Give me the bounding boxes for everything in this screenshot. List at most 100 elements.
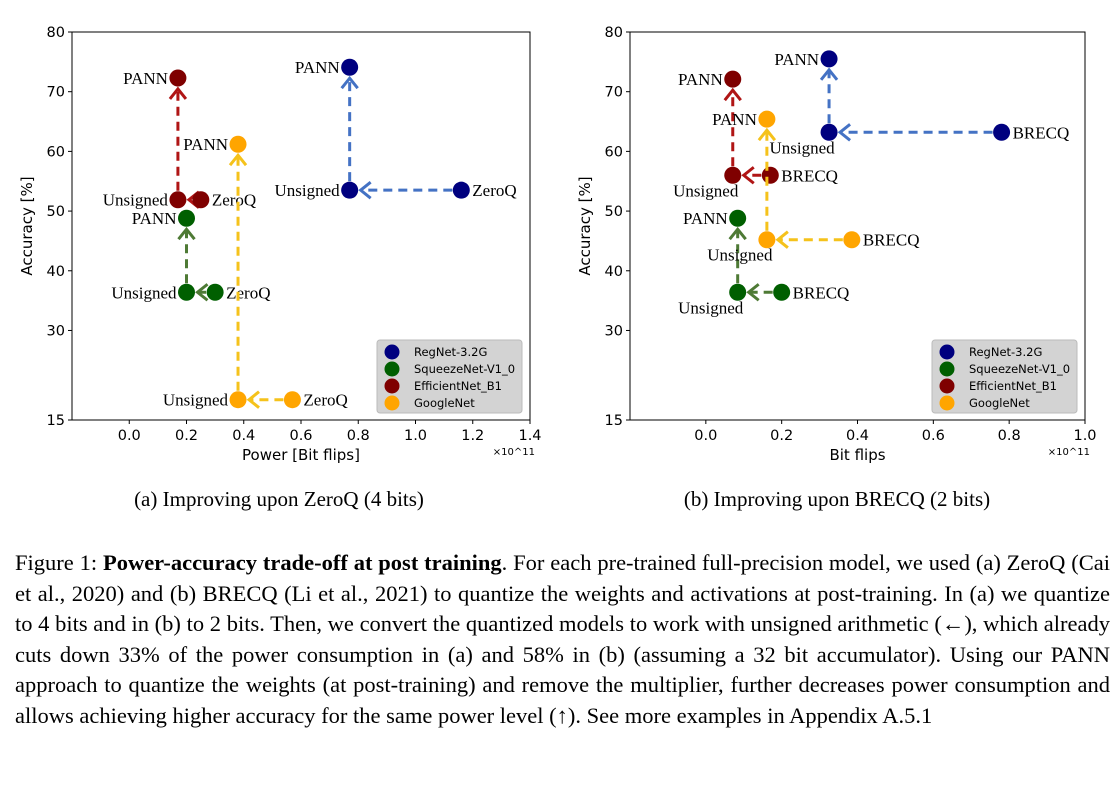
legend-entry: RegNet-3.2G [969, 345, 1042, 359]
point-unsigned [820, 123, 838, 141]
caption-text: . For each pre-trained full-precision mo… [15, 550, 1110, 728]
series-RegNet-3.2G: BRECQ Unsigned PANN [769, 50, 1069, 157]
arrowhead [195, 283, 209, 302]
x-tick-label: 0.8 [347, 428, 370, 444]
series-EfficientNet_B1: ZeroQ Unsigned PANN [103, 69, 256, 210]
point-zeroq [452, 181, 470, 199]
point-label: PANN [683, 209, 728, 228]
legend-marker [384, 395, 400, 411]
y-tick-label: 15 [605, 413, 623, 429]
legend-marker [939, 344, 955, 360]
legend: RegNet-3.2G SqueezeNet-V1_0 EfficientNet_B… [376, 339, 523, 414]
y-tick-label: 40 [47, 264, 65, 280]
legend-entry: GoogleNet [969, 396, 1030, 410]
y-tick-label: 30 [605, 323, 623, 339]
point-label: Unsigned [707, 246, 773, 265]
point-unsigned [178, 283, 195, 301]
point-label: Unsigned [111, 283, 177, 302]
chart-b: 0.0 0.2 0.4 0.6 0.8 1.0 15 30 40 50 60 70 80 Bit flip… [576, 25, 1097, 511]
caption-bold: Power-accuracy trade-off at post trainin… [102, 550, 502, 575]
point-unsigned [724, 166, 742, 184]
point-label: Unsigned [163, 391, 229, 410]
y-tick-label: 40 [605, 264, 623, 280]
x-tick-label: 0.0 [118, 428, 141, 444]
point-zeroq [192, 191, 210, 209]
point-brecq [843, 231, 861, 249]
series-GoogleNet: BRECQ Unsigned PANN [707, 110, 919, 265]
point-pann [724, 70, 742, 88]
point-label: ZeroQ [212, 191, 256, 210]
y-tick-label: 70 [47, 85, 65, 101]
point-pann [758, 110, 776, 128]
series-SqueezeNet-V1_0: ZeroQ Unsigned PANN [111, 209, 270, 302]
point-pann [729, 209, 747, 227]
legend-marker [939, 378, 955, 394]
y-axis-label: Accuracy [%] [18, 176, 36, 275]
point-unsigned [229, 391, 247, 409]
x-tick-label: 0.2 [770, 428, 793, 444]
point-brecq [993, 123, 1011, 141]
x-multiplier-a: ×10^11 [493, 447, 535, 458]
y-tick-label: 50 [605, 204, 623, 220]
x-tick-label: 0.4 [846, 428, 869, 444]
point-pann [341, 58, 359, 76]
x-multiplier-b: ×10^11 [1048, 447, 1090, 458]
point-unsigned [341, 181, 359, 199]
arrowhead [746, 283, 760, 302]
arrowhead [168, 86, 188, 100]
point-label: BRECQ [781, 166, 838, 185]
x-tick-label: 1.4 [518, 428, 541, 444]
x-tick-label: 1.2 [461, 428, 484, 444]
caption-prefix: Figure 1: [15, 550, 103, 575]
arrowhead [228, 152, 248, 167]
y-tick-label: 80 [47, 25, 65, 41]
point-label: ZeroQ [226, 283, 270, 302]
legend-marker [384, 378, 400, 394]
point-label: PANN [123, 69, 168, 88]
arrowhead [728, 226, 747, 241]
y-tick-label: 15 [47, 413, 65, 429]
arrowhead [358, 181, 372, 200]
x-axis-label: Bit flips [829, 446, 885, 464]
legend-entry: EfficientNet_B1 [414, 379, 502, 393]
point-label: Unsigned [678, 298, 744, 317]
point-zeroq [206, 283, 224, 301]
point-label: PANN [183, 135, 228, 154]
point-pann [229, 135, 247, 153]
x-tick-label: 0.6 [922, 428, 945, 444]
y-tick-label: 80 [605, 25, 623, 41]
series-SqueezeNet-V1_0: BRECQ Unsigned PANN [678, 209, 849, 317]
subfigure-caption: (a) Improving upon ZeroQ (4 bits) [134, 487, 424, 511]
arrowhead [723, 87, 742, 102]
point-brecq [761, 166, 779, 184]
arrowhead [775, 230, 789, 249]
point-pann [169, 69, 187, 87]
legend-entry: GoogleNet [414, 396, 475, 410]
legend: RegNet-3.2G SqueezeNet-V1_0 EfficientNet_B… [931, 339, 1078, 414]
point-label: BRECQ [1013, 123, 1070, 142]
arrowhead [819, 67, 839, 81]
x-tick-label: 0.4 [232, 428, 255, 444]
y-tick-label: 60 [605, 144, 623, 160]
point-unsigned [758, 231, 776, 249]
point-label: Unsigned [769, 138, 835, 157]
arrowhead [246, 390, 260, 409]
point-label: BRECQ [793, 283, 850, 302]
x-tick-label: 1.0 [1073, 428, 1096, 444]
point-label: BRECQ [863, 231, 920, 250]
point-label: ZeroQ [303, 391, 347, 410]
point-label: PANN [678, 70, 723, 89]
series-RegNet-3.2G: ZeroQ Unsigned PANN [274, 58, 516, 200]
series-EfficientNet_B1: BRECQ Unsigned PANN [673, 70, 838, 200]
point-brecq [773, 283, 791, 301]
legend-box [931, 339, 1078, 414]
x-tick-label: 0.0 [694, 428, 717, 444]
figure-caption: Figure 1: Power-accuracy trade-off at po… [15, 548, 1110, 731]
y-tick-label: 70 [605, 85, 623, 101]
y-tick-label: 30 [47, 323, 65, 339]
x-axis-label: Power [Bit flips] [242, 446, 360, 464]
point-zeroq [283, 391, 301, 409]
legend-entry: SqueezeNet-V1_0 [414, 362, 515, 376]
legend-marker [939, 395, 955, 411]
legend-marker [384, 344, 400, 360]
